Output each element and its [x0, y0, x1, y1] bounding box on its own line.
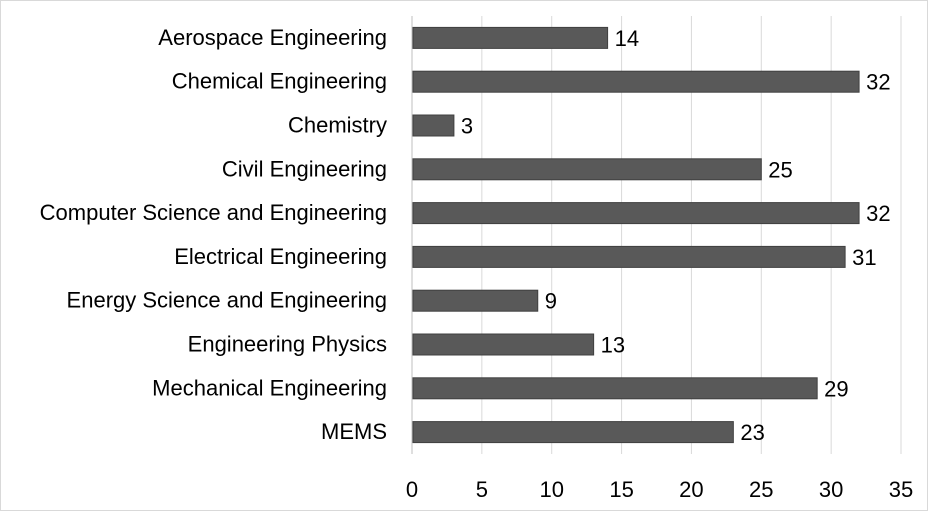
- data-label: 14: [615, 26, 639, 51]
- category-label: Mechanical Engineering: [152, 375, 387, 400]
- bar: [412, 421, 734, 444]
- data-label: 9: [545, 289, 557, 314]
- bar: [412, 114, 455, 137]
- bar: [412, 377, 818, 400]
- data-label: 13: [601, 333, 625, 358]
- bar: [412, 26, 609, 49]
- bar: [412, 202, 860, 225]
- x-tick-label: 10: [539, 477, 563, 502]
- x-tick-label: 15: [609, 477, 633, 502]
- category-label: Computer Science and Engineering: [40, 200, 387, 225]
- bar: [412, 158, 762, 181]
- x-tick-label: 5: [476, 477, 488, 502]
- labels: 0 5 10 15 20 25 30 35 Aerospace Engineering 14 Che…: [40, 25, 914, 502]
- x-tick-label: 0: [406, 477, 418, 502]
- data-label: 31: [852, 245, 876, 270]
- category-label: Civil Engineering: [222, 156, 387, 181]
- data-label: 3: [461, 114, 473, 139]
- x-tick-label: 20: [679, 477, 703, 502]
- data-label: 32: [866, 70, 890, 95]
- bar: [412, 70, 860, 93]
- data-label: 25: [768, 157, 792, 182]
- bars: [412, 26, 860, 444]
- category-label: Engineering Physics: [188, 332, 387, 357]
- x-tick-label: 35: [889, 477, 913, 502]
- data-label: 29: [824, 376, 848, 401]
- bar: [412, 333, 595, 356]
- category-label: Electrical Engineering: [174, 244, 387, 269]
- category-label: Aerospace Engineering: [158, 25, 387, 50]
- bar: [412, 289, 539, 312]
- category-label: Chemical Engineering: [172, 69, 387, 94]
- category-label: Energy Science and Engineering: [67, 288, 387, 313]
- category-label: MEMS: [321, 419, 387, 444]
- category-label: Chemistry: [288, 113, 387, 138]
- x-tick-label: 30: [819, 477, 843, 502]
- bar: [412, 245, 846, 268]
- data-label: 23: [740, 420, 764, 445]
- x-tick-label: 25: [749, 477, 773, 502]
- data-label: 32: [866, 201, 890, 226]
